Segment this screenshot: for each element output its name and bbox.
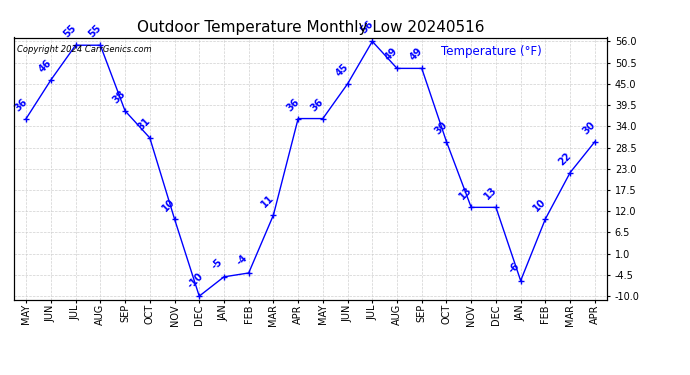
Text: 56: 56 (358, 19, 375, 36)
Text: 13: 13 (482, 185, 499, 202)
Text: 55: 55 (61, 23, 79, 40)
Text: 46: 46 (37, 58, 54, 74)
Text: 10: 10 (161, 197, 177, 213)
Text: -10: -10 (186, 271, 205, 291)
Text: 55: 55 (86, 23, 103, 40)
Title: Outdoor Temperature Monthly Low 20240516: Outdoor Temperature Monthly Low 20240516 (137, 20, 484, 35)
Text: -4: -4 (235, 253, 250, 267)
Text: Temperature (°F): Temperature (°F) (441, 45, 542, 58)
Text: 30: 30 (433, 120, 449, 136)
Text: 31: 31 (136, 116, 152, 132)
Text: 36: 36 (12, 96, 29, 113)
Text: 49: 49 (383, 46, 400, 63)
Text: 38: 38 (111, 88, 128, 105)
Text: -6: -6 (506, 261, 522, 275)
Text: 36: 36 (284, 96, 301, 113)
Text: 11: 11 (259, 193, 276, 210)
Text: Copyright 2024 CarrGenics.com: Copyright 2024 CarrGenics.com (17, 45, 151, 54)
Text: 49: 49 (408, 46, 424, 63)
Text: 30: 30 (581, 120, 598, 136)
Text: 22: 22 (556, 150, 573, 167)
Text: 13: 13 (457, 185, 474, 202)
Text: 10: 10 (531, 197, 548, 213)
Text: 36: 36 (309, 96, 326, 113)
Text: 45: 45 (334, 62, 351, 78)
Text: -5: -5 (210, 256, 225, 271)
